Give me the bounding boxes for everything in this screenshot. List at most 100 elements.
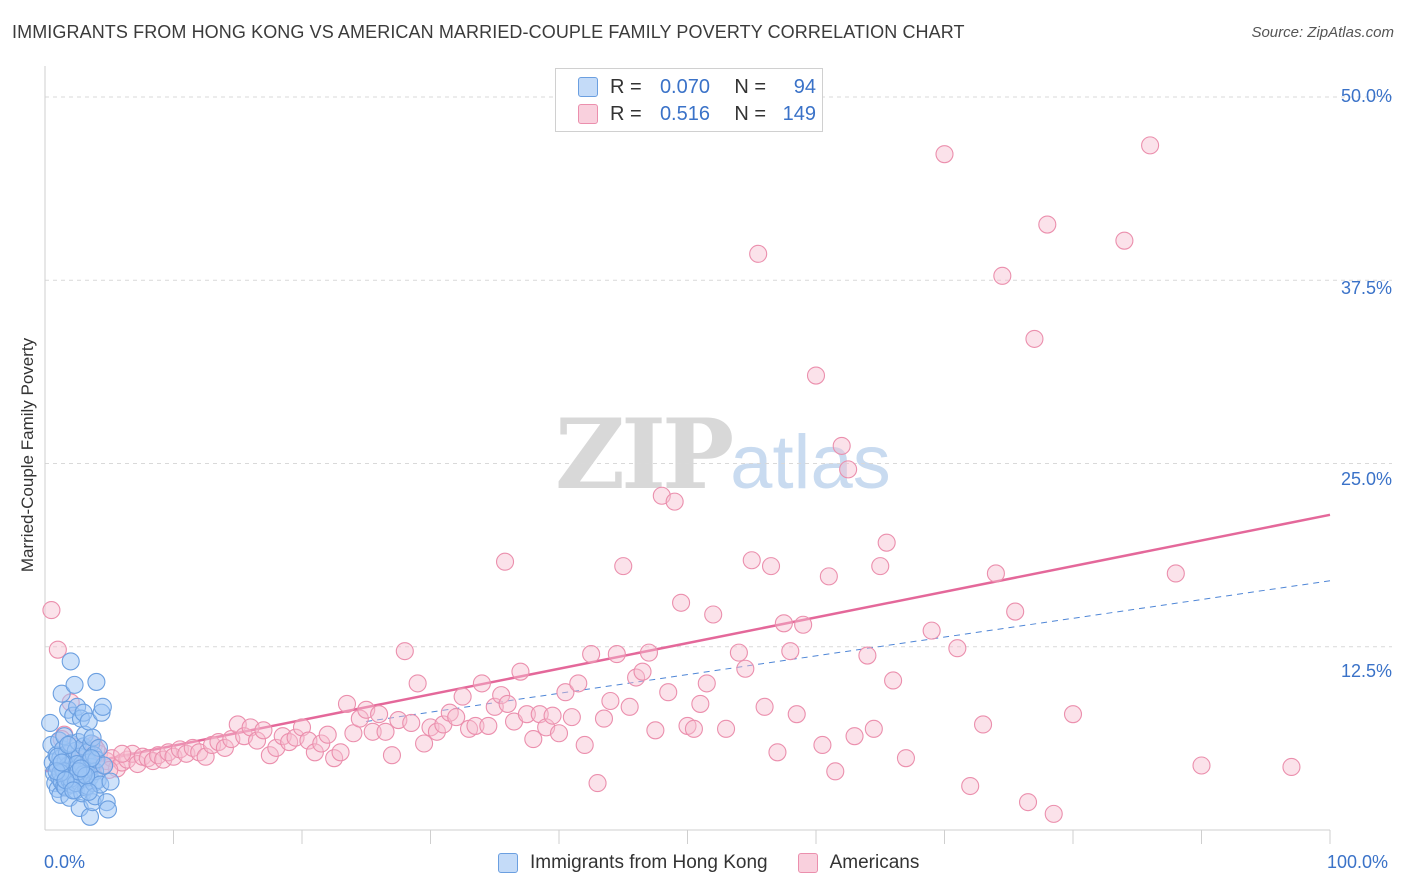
- point-americans: [871, 557, 890, 576]
- point-americans: [1141, 136, 1160, 155]
- point-hong-kong: [65, 675, 84, 694]
- point-americans: [935, 145, 954, 164]
- legend-item-hong-kong[interactable]: Immigrants from Hong Kong: [498, 852, 768, 874]
- point-americans: [42, 601, 61, 620]
- legend-swatch-americans: [797, 853, 818, 873]
- legend-item-americans[interactable]: Americans: [797, 852, 920, 874]
- legend-row-americans: R = 0.516 N = 149: [578, 101, 816, 127]
- legend-row-hong-kong: R = 0.070 N = 94: [578, 74, 816, 100]
- n-label: N =: [734, 102, 766, 125]
- legend-swatch-hong-kong: [498, 853, 518, 873]
- point-americans: [196, 747, 215, 766]
- point-americans: [774, 614, 793, 633]
- point-americans: [517, 705, 536, 724]
- point-americans: [1038, 215, 1057, 234]
- r-label: R =: [610, 102, 642, 125]
- point-americans: [569, 674, 588, 693]
- y-tick-label: 37.5%: [1340, 278, 1392, 298]
- point-hong-kong: [98, 800, 118, 819]
- series-hong-kong: [41, 652, 120, 826]
- series-americans: [42, 136, 1301, 823]
- point-americans: [672, 593, 691, 612]
- watermark-atlas: atlas: [730, 420, 891, 505]
- point-americans: [704, 605, 723, 624]
- point-hong-kong: [61, 652, 80, 671]
- point-hong-kong: [79, 782, 98, 801]
- point-americans: [961, 776, 980, 796]
- point-americans: [1006, 602, 1025, 621]
- point-americans: [826, 762, 845, 781]
- point-americans: [479, 716, 498, 735]
- r-value: 0.516: [659, 102, 710, 125]
- point-americans: [1115, 231, 1134, 250]
- point-americans: [254, 721, 273, 740]
- point-americans: [415, 734, 434, 753]
- chart-title: IMMIGRANTS FROM HONG KONG VS AMERICAN MA…: [12, 22, 965, 42]
- watermark-zip: ZIP: [555, 398, 734, 511]
- point-americans: [549, 724, 569, 743]
- point-americans: [768, 743, 787, 762]
- point-americans: [447, 708, 466, 727]
- point-americans: [337, 694, 357, 713]
- point-americans: [819, 567, 838, 586]
- point-americans: [363, 722, 382, 741]
- point-americans: [697, 674, 716, 693]
- point-americans: [495, 552, 515, 571]
- point-hong-kong: [80, 807, 100, 826]
- point-americans: [556, 683, 575, 702]
- point-americans: [376, 722, 395, 741]
- point-americans: [973, 715, 993, 734]
- point-americans: [1018, 793, 1038, 812]
- point-americans: [408, 674, 427, 693]
- point-hong-kong: [101, 772, 120, 791]
- y-tick-label: 25.0%: [1340, 469, 1392, 489]
- watermark: ZIPatlas: [555, 398, 891, 511]
- point-americans: [582, 645, 601, 664]
- point-hong-kong: [93, 697, 112, 716]
- source-credit: Source: ZipAtlas.com: [1251, 24, 1394, 41]
- point-americans: [845, 727, 864, 746]
- point-americans: [138, 749, 157, 768]
- point-hong-kong: [87, 672, 106, 691]
- point-hong-kong: [52, 753, 71, 772]
- point-hong-kong: [52, 684, 71, 703]
- legend-label-americans: Americans: [829, 852, 920, 873]
- point-americans: [370, 705, 389, 724]
- point-americans: [247, 731, 267, 750]
- point-americans: [620, 697, 639, 716]
- point-americans: [646, 721, 665, 740]
- point-americans: [588, 774, 607, 793]
- n-label: N =: [734, 75, 766, 98]
- point-hong-kong: [71, 759, 91, 778]
- point-americans: [948, 639, 967, 658]
- point-americans: [402, 713, 421, 733]
- point-hong-kong: [59, 735, 78, 755]
- correlation-legend: R = 0.070 N = 94 R = 0.516 N = 149: [555, 68, 823, 132]
- point-americans: [318, 725, 337, 744]
- point-americans: [543, 706, 562, 725]
- point-americans: [607, 645, 626, 664]
- point-americans: [806, 366, 826, 385]
- point-americans: [1192, 756, 1211, 775]
- point-americans: [575, 735, 594, 755]
- point-americans: [896, 749, 916, 768]
- axes: [44, 66, 1331, 844]
- swatch-hong-kong: [578, 77, 598, 97]
- point-americans: [794, 615, 813, 634]
- series-legend: Immigrants from Hong Kong Americans: [498, 852, 949, 874]
- x-tick-label-start: 0.0%: [44, 852, 86, 872]
- point-americans: [1044, 804, 1063, 823]
- point-americans: [472, 674, 491, 693]
- point-americans: [813, 735, 832, 755]
- y-tick-label: 12.5%: [1340, 661, 1392, 681]
- point-americans: [832, 436, 851, 455]
- point-americans: [48, 640, 67, 659]
- point-americans: [858, 646, 877, 665]
- point-hong-kong: [64, 781, 83, 800]
- point-americans: [427, 722, 446, 741]
- point-americans: [922, 621, 941, 640]
- point-americans: [755, 697, 774, 716]
- trend-line-hong-kong: [366, 580, 1331, 723]
- point-americans: [113, 744, 132, 763]
